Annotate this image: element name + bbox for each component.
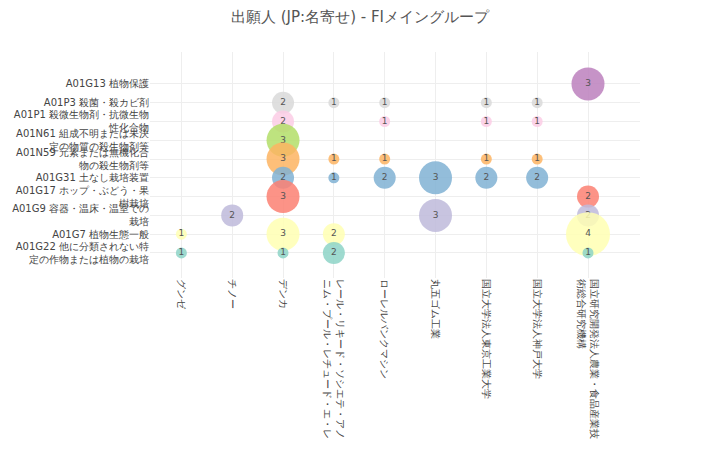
svg-text:国立研究開発法人農業・食品産業技術総合研究機構: 国立研究開発法人農業・食品産業技術総合研究機構	[576, 279, 600, 439]
svg-text:国立大学法人東京工業大学: 国立大学法人東京工業大学	[481, 279, 492, 399]
svg-text:A01G7 植物生態一般: A01G7 植物生態一般	[52, 229, 149, 240]
svg-text:4: 4	[585, 228, 591, 238]
svg-text:3: 3	[433, 210, 439, 220]
svg-text:2: 2	[331, 247, 337, 257]
svg-text:2: 2	[280, 116, 286, 126]
svg-text:チノー: チノー	[227, 279, 238, 309]
svg-text:A01G22 他に分類されない特定の作物または植物の栽培: A01G22 他に分類されない特定の作物または植物の栽培	[16, 241, 149, 265]
svg-text:1: 1	[179, 228, 185, 238]
svg-text:1: 1	[534, 116, 540, 126]
svg-text:2: 2	[280, 97, 286, 107]
svg-text:1: 1	[382, 97, 388, 107]
svg-text:1: 1	[331, 172, 337, 182]
svg-text:2: 2	[382, 172, 388, 182]
svg-text:1: 1	[585, 247, 591, 257]
svg-text:2: 2	[585, 210, 591, 220]
svg-text:A01P1 殺微生物剤・抗微生物性化合物: A01P1 殺微生物剤・抗微生物性化合物	[14, 109, 149, 133]
svg-text:1: 1	[331, 153, 337, 163]
svg-text:1: 1	[280, 247, 286, 257]
svg-text:1: 1	[534, 97, 540, 107]
svg-text:A01P3 殺菌・殺カビ剤: A01P3 殺菌・殺カビ剤	[44, 97, 149, 108]
svg-text:2: 2	[534, 172, 540, 182]
svg-text:2: 2	[585, 191, 591, 201]
svg-text:1: 1	[483, 97, 489, 107]
svg-text:1: 1	[382, 153, 388, 163]
svg-text:2: 2	[280, 172, 286, 182]
svg-text:A01G31 土なし栽培装置: A01G31 土なし栽培装置	[36, 172, 149, 183]
svg-text:出願人 (JP:名寄せ) - FIメイングループ: 出願人 (JP:名寄せ) - FIメイングループ	[231, 8, 490, 26]
svg-text:レール・リキード・ソシエテ・アノニム・プール・レチュード・エ: レール・リキード・ソシエテ・アノニム・プール・レチュード・エ・レ	[322, 279, 346, 439]
svg-text:1: 1	[483, 116, 489, 126]
svg-text:3: 3	[280, 153, 286, 163]
svg-text:A01G13 植物保護: A01G13 植物保護	[66, 78, 149, 89]
svg-text:3: 3	[280, 135, 286, 145]
svg-text:A01G9 容器・温床・温室での栽培: A01G9 容器・温床・温室での栽培	[12, 203, 149, 227]
svg-text:1: 1	[382, 116, 388, 126]
svg-text:丸五ゴム工業: 丸五ゴム工業	[430, 279, 441, 339]
svg-text:2: 2	[483, 172, 489, 182]
svg-text:1: 1	[179, 247, 185, 257]
svg-text:3: 3	[280, 228, 286, 238]
svg-text:デンカ: デンカ	[278, 279, 289, 309]
svg-text:A01N61 組成不明または未決定の物質の殺生物剤等: A01N61 組成不明または未決定の物質の殺生物剤等	[16, 128, 149, 152]
svg-text:2: 2	[331, 228, 337, 238]
svg-text:グンゼ: グンゼ	[176, 279, 187, 310]
svg-text:1: 1	[483, 153, 489, 163]
svg-text:国立大学法人神戸大学: 国立大学法人神戸大学	[532, 279, 543, 379]
svg-text:3: 3	[433, 172, 439, 182]
svg-text:3: 3	[585, 78, 591, 88]
svg-text:3: 3	[280, 191, 286, 201]
svg-text:1: 1	[331, 97, 337, 107]
svg-text:A01N59 元素または無機化合物の殺生物剤等: A01N59 元素または無機化合物の殺生物剤等	[16, 147, 149, 171]
svg-text:2: 2	[229, 210, 235, 220]
svg-text:A01G17 ホップ・ぶどう・果樹栽培: A01G17 ホップ・ぶどう・果樹栽培	[16, 185, 149, 209]
svg-text:ローレルバンクマシン: ローレルバンクマシン	[379, 279, 390, 379]
svg-text:1: 1	[534, 153, 540, 163]
